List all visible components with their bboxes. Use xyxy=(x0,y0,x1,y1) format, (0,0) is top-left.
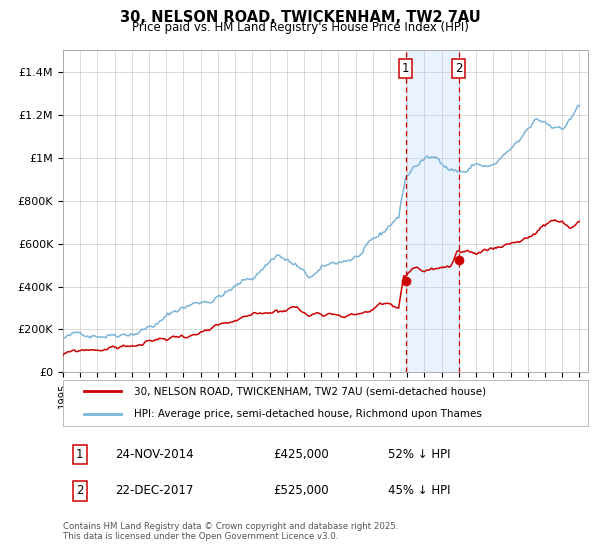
Text: 30, NELSON ROAD, TWICKENHAM, TW2 7AU (semi-detached house): 30, NELSON ROAD, TWICKENHAM, TW2 7AU (se… xyxy=(134,386,486,396)
Text: 1: 1 xyxy=(402,62,409,74)
Text: 30, NELSON ROAD, TWICKENHAM, TW2 7AU: 30, NELSON ROAD, TWICKENHAM, TW2 7AU xyxy=(119,10,481,25)
Text: 24-NOV-2014: 24-NOV-2014 xyxy=(115,448,194,461)
Text: Price paid vs. HM Land Registry's House Price Index (HPI): Price paid vs. HM Land Registry's House … xyxy=(131,21,469,34)
Text: 2: 2 xyxy=(76,484,83,497)
Text: 2: 2 xyxy=(455,62,463,74)
Text: £425,000: £425,000 xyxy=(273,448,329,461)
Text: 1: 1 xyxy=(76,448,83,461)
Bar xyxy=(406,50,458,372)
Text: 45% ↓ HPI: 45% ↓ HPI xyxy=(389,484,451,497)
Text: 52% ↓ HPI: 52% ↓ HPI xyxy=(389,448,451,461)
Text: HPI: Average price, semi-detached house, Richmond upon Thames: HPI: Average price, semi-detached house,… xyxy=(134,409,482,419)
Text: £525,000: £525,000 xyxy=(273,484,329,497)
Text: Contains HM Land Registry data © Crown copyright and database right 2025.
This d: Contains HM Land Registry data © Crown c… xyxy=(63,522,398,542)
Text: 22-DEC-2017: 22-DEC-2017 xyxy=(115,484,194,497)
